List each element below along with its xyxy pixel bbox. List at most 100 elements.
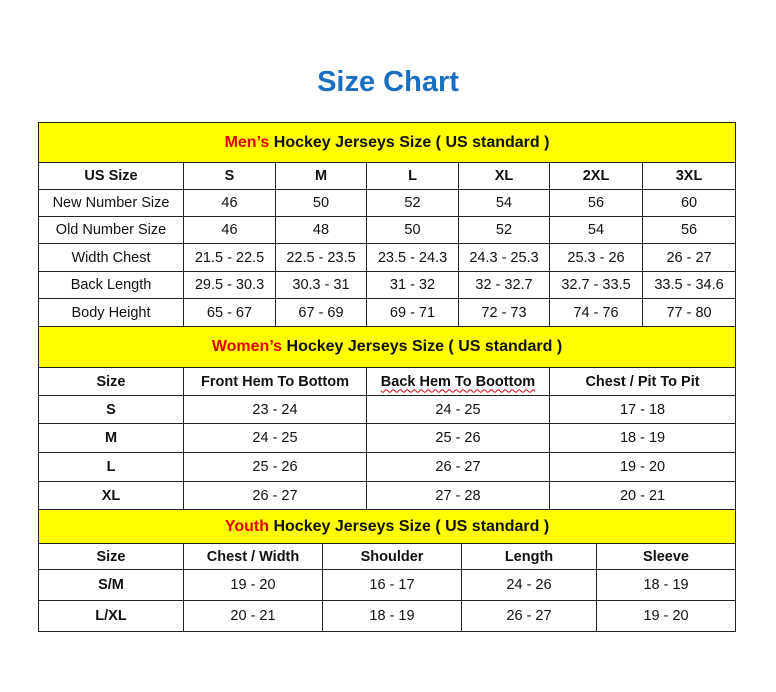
table-cell: 18 - 19 [322, 600, 462, 632]
table-cell: 56 [549, 189, 643, 217]
table-cell: 46 [183, 216, 276, 244]
table-cell: 19 - 20 [183, 569, 323, 601]
table-cell: 48 [275, 216, 367, 244]
women-heading-text: Hockey Jerseys Size ( US standard ) [282, 338, 563, 355]
row-label: S/M [38, 569, 184, 601]
table-cell: 24.3 - 25.3 [458, 243, 550, 272]
table-cell: 18 - 19 [595, 569, 737, 601]
table-row: S/M 19 - 20 16 - 17 24 - 26 18 - 19 [38, 569, 737, 601]
youth-size-table: Youth Hockey Jerseys Size ( US standard … [37, 509, 737, 632]
table-cell: 50 [366, 216, 459, 244]
row-label: L [38, 452, 184, 482]
table-cell: 52 [458, 216, 550, 244]
table-cell: 56 [641, 216, 737, 244]
women-column-header: Chest / Pit To Pit [548, 367, 737, 396]
women-column-header: Front Hem To Bottom [183, 367, 367, 396]
row-label: Body Height [38, 298, 184, 327]
table-row: L/XL 20 - 21 18 - 19 26 - 27 19 - 20 [38, 600, 737, 632]
table-cell: 19 - 20 [595, 600, 737, 632]
men-size-table: Men’s Hockey Jerseys Size ( US standard … [37, 122, 737, 327]
men-column-header: M [275, 162, 367, 190]
column-header-label: US Size [84, 168, 138, 184]
men-column-header: L [366, 162, 459, 190]
women-header-row: Size Front Hem To Bottom Back Hem To Boott… [38, 367, 737, 396]
row-label: Width Chest [38, 243, 184, 272]
table-cell: 50 [275, 189, 367, 217]
youth-column-header: Shoulder [322, 543, 462, 570]
youth-column-header: Size [38, 543, 184, 570]
row-label: New Number Size [38, 189, 184, 217]
table-cell: 22.5 - 23.5 [275, 243, 367, 272]
table-cell: 16 - 17 [322, 569, 462, 601]
column-header-label: M [314, 168, 328, 184]
table-cell: 20 - 21 [548, 481, 737, 510]
women-heading-accent: Women’s [211, 338, 283, 355]
page-title: Size Chart [317, 66, 459, 98]
men-column-header: S [183, 162, 276, 190]
row-label: S [38, 395, 184, 424]
row-label: L/XL [38, 600, 184, 632]
row-label: Old Number Size [38, 216, 184, 244]
table-cell: 74 - 76 [549, 298, 643, 327]
table-row: Back Length 29.5 - 30.3 30.3 - 31 31 - 32 32… [38, 271, 737, 299]
youth-table-heading: Youth Hockey Jerseys Size ( US standard … [37, 509, 737, 544]
men-column-header: XL [458, 162, 550, 190]
table-row: XL 26 - 27 27 - 28 20 - 21 [38, 481, 737, 510]
table-cell: 67 - 69 [275, 298, 367, 327]
table-cell: 20 - 21 [183, 600, 323, 632]
table-cell: 32 - 32.7 [458, 271, 550, 299]
women-size-table: Women’s Hockey Jerseys Size ( US standar… [37, 326, 737, 510]
table-row: S 23 - 24 24 - 25 17 - 18 [38, 395, 737, 424]
table-cell: 24 - 25 [183, 423, 367, 453]
men-column-header: 2XL [549, 162, 643, 190]
table-cell: 46 [183, 189, 276, 217]
women-column-header: Size [38, 367, 184, 396]
column-header-label: Back Hem To Boottom [380, 373, 536, 390]
column-header-label: Chest / Width [206, 548, 300, 565]
row-label: M [38, 423, 184, 453]
column-header-label: Length [504, 548, 554, 565]
table-cell: 26 - 27 [183, 481, 367, 510]
column-header-label: Shoulder [360, 548, 424, 565]
table-row: M 24 - 25 25 - 26 18 - 19 [38, 423, 737, 453]
table-cell: 25.3 - 26 [549, 243, 643, 272]
column-header-label: Front Hem To Bottom [201, 373, 349, 390]
table-cell: 54 [458, 189, 550, 217]
column-header-label: S [224, 168, 235, 184]
table-cell: 18 - 19 [548, 423, 737, 453]
column-header-label: Sleeve [643, 548, 689, 565]
table-row: Old Number Size 46 48 50 52 54 56 [38, 216, 737, 244]
table-cell: 30.3 - 31 [275, 271, 367, 299]
table-cell: 21.5 - 22.5 [183, 243, 276, 272]
table-cell: 69 - 71 [366, 298, 459, 327]
table-cell: 25 - 26 [183, 452, 367, 482]
column-header-label: XL [494, 168, 514, 184]
column-header-label: 2XL [582, 168, 610, 184]
table-cell: 26 - 27 [366, 452, 550, 482]
table-cell: 29.5 - 30.3 [183, 271, 276, 299]
youth-heading-accent: Youth [224, 517, 270, 535]
table-cell: 65 - 67 [183, 298, 276, 327]
table-cell: 23 - 24 [183, 395, 367, 424]
table-row: New Number Size 46 50 52 54 56 60 [38, 189, 737, 217]
table-cell: 26 - 27 [461, 600, 597, 632]
table-cell: 24 - 26 [461, 569, 597, 601]
column-header-label: Size [96, 373, 126, 390]
table-cell: 17 - 18 [548, 395, 737, 424]
table-cell: 31 - 32 [366, 271, 459, 299]
column-header-label: 3XL [675, 168, 703, 184]
men-table-heading: Men’s Hockey Jerseys Size ( US standard … [37, 122, 737, 163]
table-cell: 77 - 80 [641, 298, 737, 327]
row-label: XL [38, 481, 184, 510]
table-cell: 60 [641, 189, 737, 217]
table-cell: 52 [366, 189, 459, 217]
table-cell: 24 - 25 [366, 395, 550, 424]
youth-column-header: Sleeve [595, 543, 737, 570]
table-cell: 19 - 20 [548, 452, 737, 482]
youth-column-header: Length [461, 543, 597, 570]
women-table-heading: Women’s Hockey Jerseys Size ( US standar… [37, 326, 737, 368]
men-header-row: US Size S M L XL 2XL 3XL [38, 162, 737, 190]
table-cell: 27 - 28 [366, 481, 550, 510]
men-column-header: US Size [38, 162, 184, 190]
table-cell: 33.5 - 34.6 [641, 271, 737, 299]
